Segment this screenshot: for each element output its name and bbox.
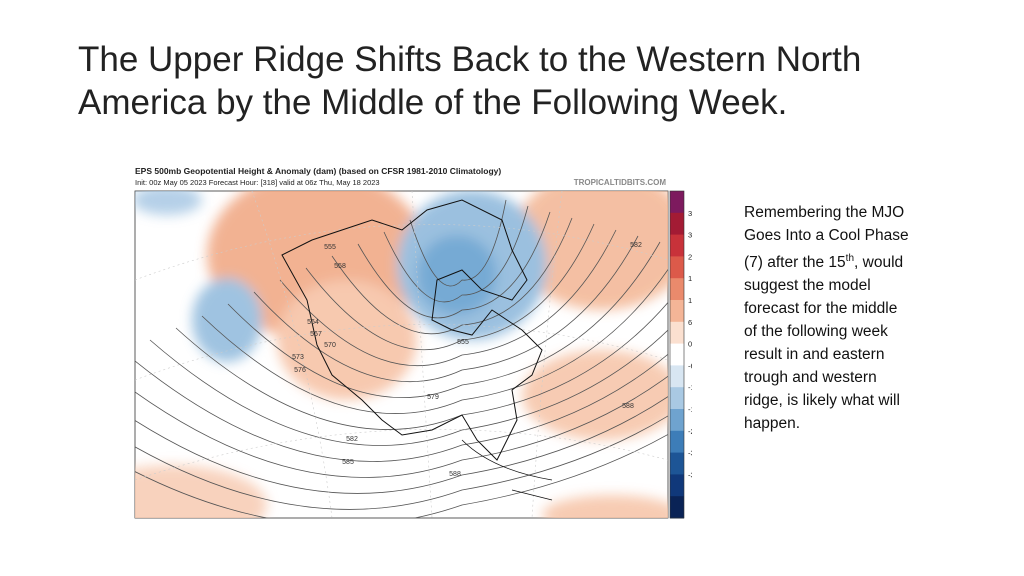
contour-label: 573 [292,354,304,361]
body-span: (7) after the 15 [744,254,846,272]
colorbar-segment [670,409,684,432]
slide-title: The Upper Ridge Shifts Back to the Weste… [78,40,862,79]
contour-label: 588 [449,471,461,478]
body-line: trough and western [744,369,877,387]
colorbar-label: -30 [688,449,692,458]
colorbar-label: 12 [688,296,692,305]
colorbar-segment [670,300,684,323]
contour-label: 576 [294,367,306,374]
body-span: , would [854,254,904,272]
colorbar-label: 24 [688,252,692,261]
contour-line [135,415,668,510]
contour-line [135,396,668,494]
colorbar-label: -18 [688,405,692,414]
colorbar-segment [670,452,684,475]
colorbar-segment [670,191,684,214]
map-subheader: Init: 00z May 05 2023 Forecast Hour: [31… [135,178,380,187]
body-line: result in and eastern [744,346,885,364]
map-field [135,191,668,518]
colorbar-segment [670,343,684,366]
body-line: of the following week [744,323,888,341]
contour-line [135,433,668,518]
contour-label: 585 [342,459,354,466]
contour-label: 570 [324,342,336,349]
colorbar-segment [670,474,684,497]
forecast-map: EPS 500mb Geopotential Height & Anomaly … [134,166,692,519]
colorbar-segment [670,278,684,301]
colorbar-frame [669,190,685,519]
colorbar-segment [670,430,684,454]
contour-line [227,241,661,398]
contour-label: 582 [630,242,642,249]
contour-line [135,353,668,462]
map-header: EPS 500mb Geopotential Height & Anomaly … [135,166,501,176]
colorbar-label: -6 [688,361,692,370]
contour-line [409,199,507,287]
contour-label: 588 [622,403,634,410]
colorbar-segment [670,387,684,410]
body-line: forecast for the middle [744,300,898,318]
contour-label: 564 [307,319,319,326]
contour-label: 567 [310,331,322,338]
contour-line [383,205,529,303]
contour-label: 558 [334,263,346,270]
contour-line [149,329,668,446]
colorbar-label: 30 [688,231,692,240]
colorbar-label: 6 [688,318,692,327]
contour-label: 579 [427,394,439,401]
contour-label: 555 [324,244,336,251]
colorbar-segment [670,256,684,279]
contour-line [305,223,595,351]
body-line: (7) after the 15th, would [744,247,909,274]
map-source: TROPICALTIDBITS.COM [574,178,667,187]
colorbar-label: -24 [688,427,692,436]
body-text: Remembering the MJO Goes Into a Cool Phas… [744,201,909,435]
contour-line [253,235,639,383]
colorbar-segment [670,365,684,388]
slide-title: America by the Middle of the Following W… [78,83,788,122]
body-line: Remembering the MJO [744,204,905,221]
contour-line [357,211,551,319]
colorbar-label: -36 [688,470,692,479]
contour-label: 555 [457,339,469,346]
colorbar-segment [670,212,684,236]
colorbar-segment [670,496,684,519]
superscript: th [845,253,855,264]
contour-line [331,217,573,335]
contour-line [135,375,668,478]
colorbar-label: 36 [688,209,692,218]
body-line: ridge, is likely what will [744,392,900,410]
body-line: Goes Into a Cool Phase [744,227,909,244]
colorbar-segment [670,321,684,345]
contour-line [201,268,668,414]
body-line: suggest the model [744,277,871,295]
contour-line [279,229,617,367]
body-line: happen. [744,415,801,433]
colorbar-label: 18 [688,274,692,283]
colorbar-label: 0 [688,340,692,349]
contour-label: 582 [346,436,358,443]
colorbar-label: -12 [688,383,692,392]
colorbar-segment [670,234,684,257]
